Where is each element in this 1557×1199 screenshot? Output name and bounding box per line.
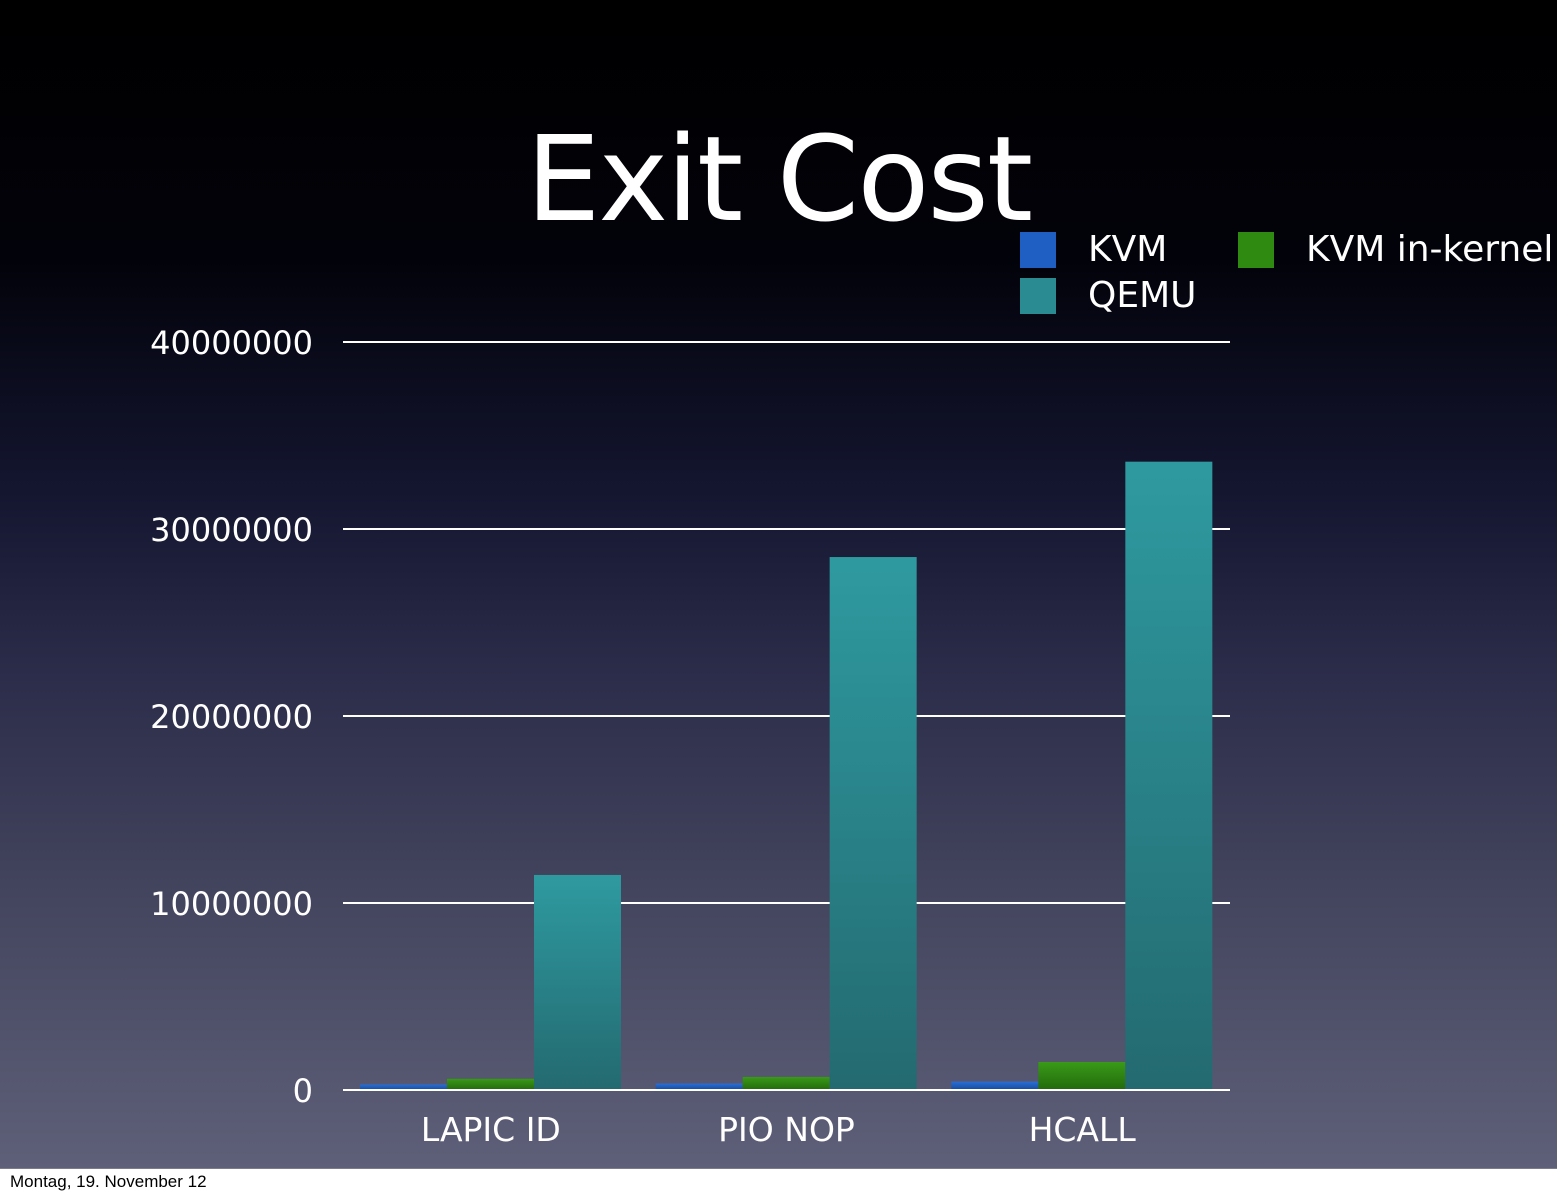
axis-labels: 0 10000000 20000000 30000000 40000000 LAPIC I… [150,324,1230,1149]
footer-date: Montag, 19. November 12 [10,1172,207,1191]
legend-swatch-kvm [1020,231,1056,268]
gridlines [343,341,1230,1091]
bar-chart: 0 10000000 20000000 30000000 40000000 LAPIC I… [150,324,1230,1149]
legend-item-qemu: QEMU [1020,275,1197,316]
bar-kvm-in-kernel-2 [1038,1061,1126,1090]
legend-label-qemu: QEMU [1088,275,1197,316]
legend-label-kvm-in-kernel: KVM in-kernel [1306,229,1554,270]
legend-item-kvm-in-kernel: KVM in-kernel [1238,229,1553,270]
x-tick-label: HCALL [1029,1110,1137,1149]
bar-kvm-in-kernel-0 [447,1078,534,1090]
legend-swatch-kvm-in-kernel [1238,231,1274,268]
slide-title: Exit Cost [525,110,1033,248]
bar-qemu-1 [829,557,917,1090]
x-tick-label: LAPIC ID [421,1110,561,1149]
legend-swatch-qemu [1020,277,1056,314]
y-tick-label: 30000000 [150,511,313,549]
bar-kvm-0 [360,1084,447,1090]
y-tick-label: 20000000 [150,698,313,736]
bar-kvm-2 [951,1081,1039,1090]
x-tick-label: PIO NOP [718,1110,855,1149]
slide-background: Exit Cost KVM KVM in-kernel QEMU [0,0,1557,1169]
legend-label-kvm: KVM [1088,229,1168,270]
y-tick-label: 40000000 [150,324,313,362]
bar-kvm-1 [655,1083,743,1090]
legend-item-kvm: KVM [1020,229,1167,270]
bar-qemu-0 [534,874,621,1090]
y-tick-label: 0 [293,1072,313,1110]
bar-qemu-2 [1125,461,1213,1090]
bars [360,461,1213,1090]
y-tick-label: 10000000 [150,885,313,923]
bar-kvm-in-kernel-1 [742,1076,830,1090]
